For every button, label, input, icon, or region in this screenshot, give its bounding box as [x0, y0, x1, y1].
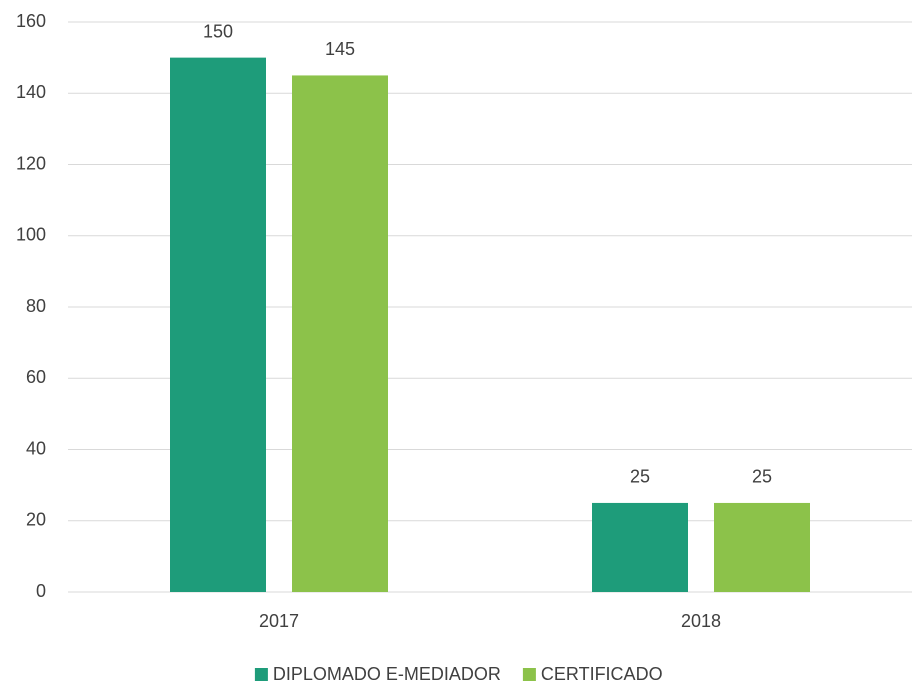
bar [714, 502, 810, 592]
x-tick-label: 2018 [681, 611, 721, 631]
data-label: 25 [630, 467, 650, 487]
legend-label: CERTIFICADO [541, 664, 663, 684]
y-tick-label: 40 [26, 438, 46, 458]
y-tick-label: 60 [26, 367, 46, 387]
y-tick-label: 20 [26, 510, 46, 530]
data-label: 25 [752, 467, 772, 487]
y-tick-label: 0 [36, 581, 46, 601]
legend-swatch [254, 668, 268, 681]
x-tick-label: 2017 [259, 611, 299, 631]
data-label: 150 [203, 21, 233, 41]
y-tick-label: 80 [26, 296, 46, 316]
y-tick-label: 120 [16, 153, 46, 173]
y-tick-label: 140 [16, 82, 46, 102]
legend-swatch [522, 668, 536, 681]
bar [170, 57, 266, 592]
y-tick-label: 160 [16, 11, 46, 31]
y-tick-label: 100 [16, 225, 46, 245]
legend-label: DIPLOMADO E-MEDIADOR [273, 664, 501, 684]
data-label: 145 [325, 39, 355, 59]
bar [292, 75, 388, 592]
bar [592, 502, 688, 592]
